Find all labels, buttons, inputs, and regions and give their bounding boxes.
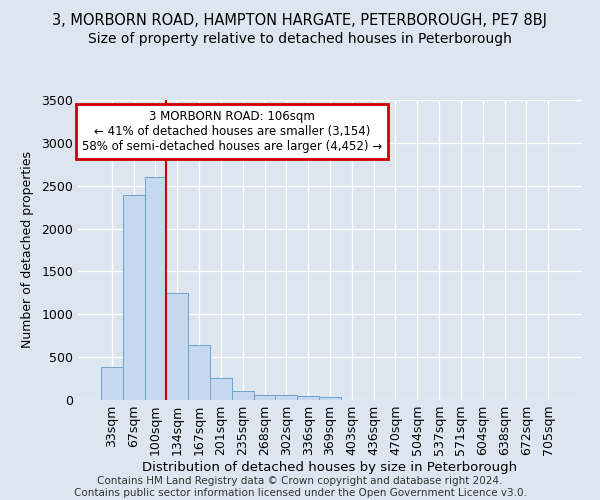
Bar — [254, 395, 275, 400]
Text: 3 MORBORN ROAD: 106sqm
← 41% of detached houses are smaller (3,154)
58% of semi-: 3 MORBORN ROAD: 106sqm ← 41% of detached… — [82, 110, 382, 154]
Bar — [232, 392, 254, 400]
Bar — [275, 396, 297, 400]
Bar — [166, 293, 188, 400]
Bar — [101, 366, 123, 400]
Bar — [145, 177, 166, 400]
Text: Size of property relative to detached houses in Peterborough: Size of property relative to detached ho… — [88, 32, 512, 46]
Y-axis label: Number of detached properties: Number of detached properties — [22, 152, 34, 348]
Bar — [123, 195, 145, 400]
Bar — [210, 378, 232, 400]
Text: Contains HM Land Registry data © Crown copyright and database right 2024.
Contai: Contains HM Land Registry data © Crown c… — [74, 476, 526, 498]
X-axis label: Distribution of detached houses by size in Peterborough: Distribution of detached houses by size … — [142, 461, 518, 474]
Bar — [297, 396, 319, 400]
Bar — [319, 398, 341, 400]
Text: 3, MORBORN ROAD, HAMPTON HARGATE, PETERBOROUGH, PE7 8BJ: 3, MORBORN ROAD, HAMPTON HARGATE, PETERB… — [53, 12, 548, 28]
Bar — [188, 345, 210, 400]
